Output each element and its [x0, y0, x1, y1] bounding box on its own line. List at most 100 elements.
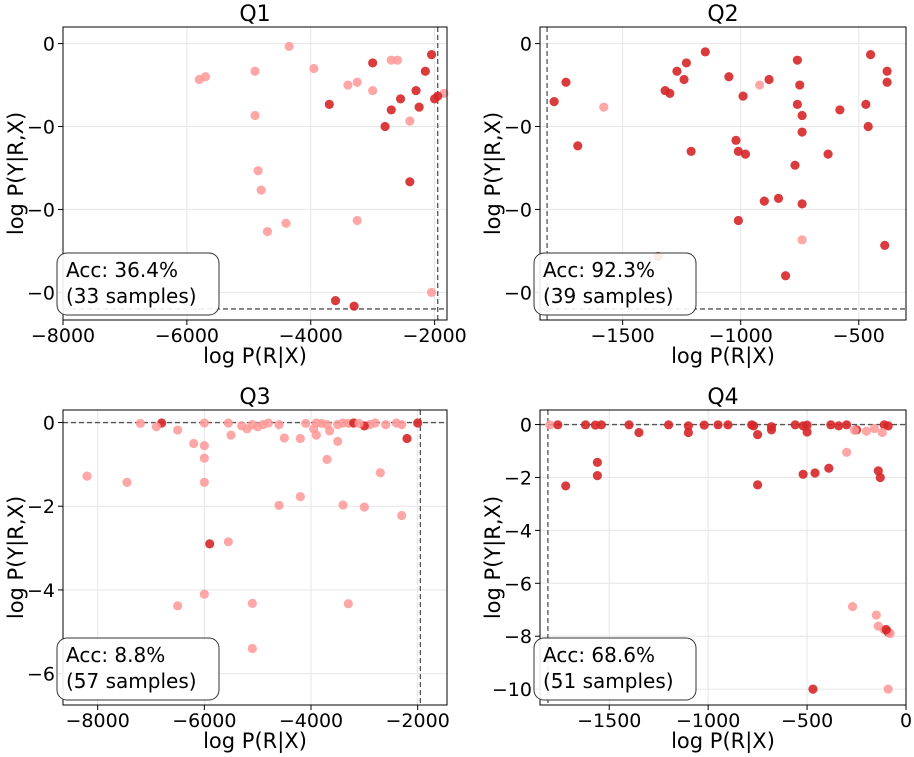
data-point-incorrect — [122, 477, 132, 487]
data-point-incorrect — [883, 684, 893, 694]
data-point-correct — [802, 427, 812, 437]
data-point-correct — [405, 177, 415, 187]
data-point-incorrect — [354, 418, 364, 428]
x-axis-label: log P(R|X) — [671, 344, 775, 369]
y-tick-label: −0 — [504, 117, 532, 139]
y-tick-label: −0 — [27, 199, 55, 221]
data-point-correct — [798, 469, 808, 479]
data-point-incorrect — [370, 418, 380, 428]
x-tick-label: −2000 — [386, 710, 450, 732]
accuracy-label: Acc: 92.3% — [543, 258, 655, 282]
y-tick-label: −0 — [504, 282, 532, 304]
data-point-correct — [426, 50, 437, 60]
data-point-correct — [700, 47, 710, 57]
y-axis-label: log P(Y|R,X) — [4, 112, 29, 235]
panel-q1: −8000 −6000 −4000 −2000 0 −0 −0 −0 Q1 log P(R|X) l… — [4, 2, 467, 369]
data-point-correct — [349, 301, 359, 311]
data-point-incorrect — [338, 500, 348, 510]
data-point-incorrect — [274, 500, 284, 511]
y-tick-label: −0 — [504, 199, 532, 221]
axes-frame — [62, 409, 448, 706]
y-tick-label: 0 — [520, 34, 532, 56]
data-point-correct — [665, 88, 675, 98]
y-axis-label: log P(Y|R,X) — [481, 496, 506, 619]
data-point-correct — [773, 193, 784, 203]
data-point-incorrect — [295, 433, 305, 444]
x-tick-label: −8000 — [31, 325, 95, 347]
sample-count-label: (33 samples) — [66, 284, 197, 308]
data-point-incorrect — [405, 116, 415, 126]
data-point-incorrect — [426, 287, 437, 297]
data-point-correct — [592, 471, 602, 481]
data-point-correct — [430, 94, 440, 104]
data-point-correct — [624, 420, 634, 430]
data-point-correct — [749, 421, 759, 431]
data-point-correct — [549, 97, 559, 107]
data-point-correct — [733, 215, 743, 226]
data-point-correct — [753, 480, 763, 490]
axes-frame — [539, 26, 907, 321]
data-point-correct — [686, 146, 696, 156]
data-point-correct — [842, 420, 852, 430]
y-tick-label: −2 — [504, 467, 532, 489]
data-point-incorrect — [284, 41, 294, 51]
data-point-correct — [634, 427, 644, 438]
data-point-correct — [414, 102, 424, 112]
data-point-correct — [792, 55, 802, 65]
data-point-incorrect — [322, 454, 332, 464]
data-point-correct — [834, 421, 844, 431]
data-point-incorrect — [309, 63, 319, 74]
data-point-correct — [835, 105, 845, 115]
x-tick-label: −6000 — [155, 325, 219, 347]
x-tick-label: −1000 — [676, 710, 740, 732]
data-point-correct — [883, 421, 893, 431]
x-tick-label: −500 — [833, 325, 885, 347]
data-point-incorrect — [226, 430, 236, 440]
data-point-correct — [797, 127, 807, 137]
data-point-correct — [420, 66, 430, 76]
data-point-incorrect — [375, 468, 385, 478]
data-point-correct — [802, 420, 812, 430]
panel-title: Q1 — [239, 2, 270, 27]
data-point-correct — [411, 85, 421, 96]
data-point-correct — [823, 149, 833, 159]
data-point-correct — [596, 420, 606, 430]
data-point-correct — [663, 420, 674, 430]
data-point-incorrect — [755, 80, 765, 90]
data-point-correct — [766, 422, 777, 432]
data-point-correct — [402, 433, 412, 444]
x-tick-label: −1000 — [709, 325, 773, 347]
x-tick-label: −500 — [781, 710, 833, 732]
x-tick-label: −6000 — [172, 710, 236, 732]
accuracy-label: Acc: 8.8% — [66, 643, 165, 667]
data-point-incorrect — [199, 477, 209, 487]
data-point-incorrect — [173, 425, 183, 435]
data-point-correct — [380, 121, 390, 132]
data-point-correct — [738, 91, 748, 101]
data-point-correct — [810, 468, 820, 478]
data-point-correct — [795, 80, 805, 90]
sample-count-label: (57 samples) — [66, 669, 197, 693]
y-tick-label: 0 — [43, 413, 55, 435]
data-point-incorrect — [151, 422, 161, 432]
data-point-incorrect — [842, 447, 852, 457]
y-tick-label: −6 — [27, 664, 55, 686]
data-point-correct — [723, 420, 733, 430]
x-axis-label: log P(R|X) — [671, 729, 775, 754]
data-point-correct — [764, 74, 774, 85]
data-point-incorrect — [281, 218, 291, 228]
y-tick-label: −8 — [504, 626, 532, 648]
data-point-incorrect — [199, 589, 209, 599]
data-point-incorrect — [237, 421, 247, 431]
data-point-incorrect — [295, 492, 305, 502]
y-axis-label: log P(Y|R,X) — [4, 496, 29, 619]
data-point-correct — [880, 240, 890, 250]
data-point-incorrect — [352, 215, 362, 226]
data-point-correct — [733, 146, 743, 156]
sample-count-label: (39 samples) — [543, 284, 674, 308]
data-point-incorrect — [223, 537, 233, 547]
data-point-incorrect — [247, 598, 257, 608]
data-point-incorrect — [301, 418, 311, 428]
data-point-correct — [386, 105, 396, 115]
data-point-correct — [882, 66, 892, 76]
